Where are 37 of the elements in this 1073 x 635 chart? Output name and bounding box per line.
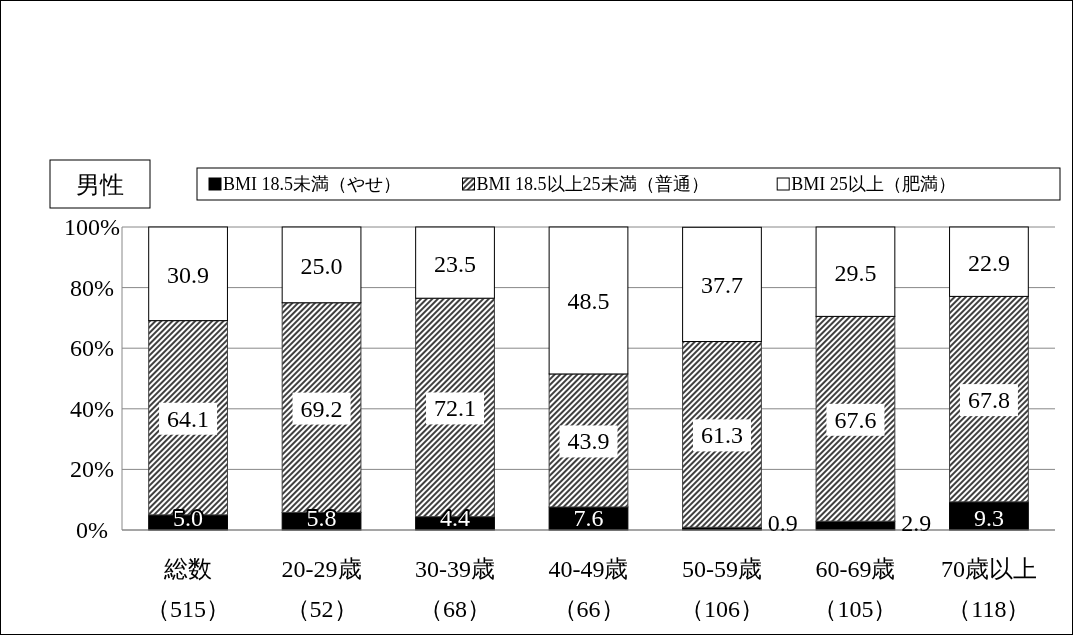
data-label: 30.9 [167,261,210,288]
data-label: 23.5 [434,250,477,277]
x-tick-label: 60-69歳（105） [813,556,898,622]
y-tick-label: 100% [64,214,120,240]
x-tick-label: 20-29歳（52） [281,556,362,622]
y-tick-label: 80% [70,274,114,301]
data-label: 67.8 [967,387,1010,414]
data-label: 37.7 [700,272,743,299]
data-label: 5.0 [173,505,204,531]
legend-label: BMI 18.5以上25未満（普通） [476,174,709,194]
data-label: 22.9 [967,249,1010,276]
legend-label: BMI 25以上（肥満） [791,174,956,194]
data-label: 7.6 [573,505,604,531]
data-label: 0.9 [767,510,798,536]
data-label: 25.0 [300,252,343,279]
data-label: 69.2 [300,395,343,422]
data-label: 64.1 [167,405,210,432]
y-tick-label: 60% [70,335,114,362]
x-tick-label: 70歳以上（118） [940,556,1037,622]
y-tick-label: 40% [70,395,114,422]
data-label: 48.5 [567,288,610,315]
x-tick-label: 30-39歳（68） [415,556,496,622]
data-label: 67.6 [834,406,877,433]
data-label: 43.9 [567,428,610,455]
data-label: 61.3 [700,422,743,449]
y-tick-label: 0% [76,517,108,543]
data-label: 5.8 [306,505,337,531]
y-tick-label: 20% [70,456,114,483]
data-label: 9.3 [973,505,1004,531]
x-tick-label: 総数（515） [146,556,231,622]
chart-title: 男性 [76,172,124,198]
legend-label: BMI 18.5未満（やせ） [223,174,402,194]
data-label: 72.1 [434,395,477,422]
x-tick-label: 50-59歳（106） [679,556,764,622]
data-label: 29.5 [834,259,877,286]
x-tick-label: 40-49歳（66） [548,556,629,622]
data-label: 2.9 [901,510,932,536]
